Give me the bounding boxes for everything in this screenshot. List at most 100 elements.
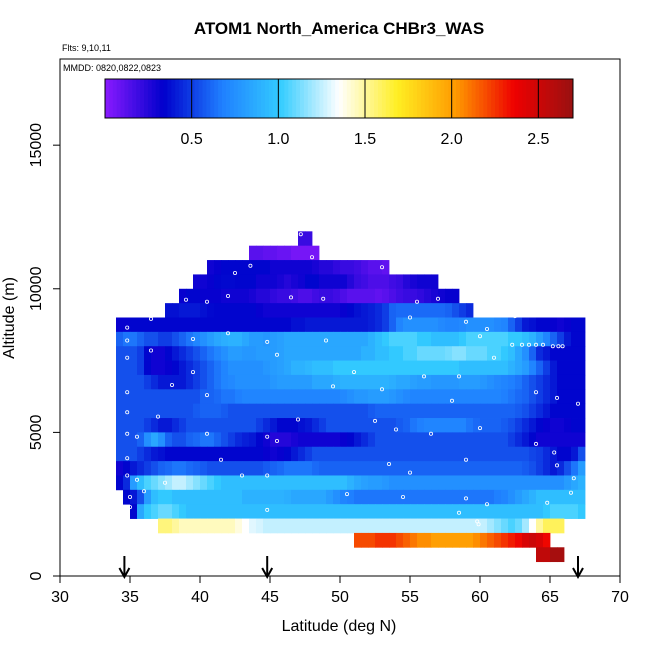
heatmap-cell <box>445 303 453 318</box>
sample-point <box>555 395 560 400</box>
heatmap-cell <box>480 489 488 505</box>
heatmap-cell <box>186 432 194 448</box>
heatmap-cell <box>557 446 565 462</box>
heatmap-cell <box>228 432 236 448</box>
heatmap-cell <box>557 331 565 347</box>
heatmap-cell <box>340 331 348 347</box>
heatmap-cell <box>557 403 565 419</box>
heatmap-cell <box>207 288 215 304</box>
heatmap-cell <box>298 260 306 275</box>
heatmap-cell <box>249 317 257 333</box>
x-tick-label: 55 <box>401 589 419 606</box>
heatmap-cell <box>438 432 446 448</box>
heatmap-cell <box>144 374 152 390</box>
sample-point <box>520 342 525 347</box>
heatmap-cell <box>452 532 460 548</box>
heatmap-cell <box>522 489 530 505</box>
heatmap-cell <box>256 461 264 476</box>
heatmap-cell <box>333 374 341 390</box>
heatmap-cell <box>466 389 474 405</box>
heatmap-cell <box>249 475 257 491</box>
colorbar-segment <box>502 79 508 118</box>
heatmap-cell <box>522 432 530 448</box>
colorbar-segment <box>487 79 492 118</box>
heatmap-cell <box>123 461 131 476</box>
colorbar-segment <box>479 79 484 118</box>
heatmap-cell <box>242 518 250 534</box>
heatmap-cell <box>333 331 341 347</box>
heatmap-cell <box>473 317 481 333</box>
heatmap-cell <box>508 346 516 361</box>
heatmap-cell <box>431 518 439 534</box>
heatmap-cell <box>214 446 222 462</box>
heatmap-cell <box>340 504 348 519</box>
heatmap-cell <box>459 346 467 361</box>
heatmap-cell <box>494 389 502 405</box>
heatmap-cell <box>382 403 390 419</box>
heatmap-cell <box>375 461 383 476</box>
heatmap-cell <box>564 418 572 433</box>
heatmap-cell <box>445 403 453 419</box>
heatmap-cell <box>193 403 201 419</box>
heatmap-cell <box>333 389 341 405</box>
heatmap-cell <box>529 475 537 491</box>
heatmap-cell <box>487 418 495 433</box>
sample-point <box>372 418 377 423</box>
heatmap-cell <box>396 532 404 548</box>
heatmap-cell <box>228 489 236 505</box>
heatmap-cell <box>179 418 187 433</box>
heatmap-cell <box>137 446 145 462</box>
colorbar-segment <box>105 79 110 118</box>
x-axis-title: Latitude (deg N) <box>282 618 397 635</box>
heatmap-cell <box>494 360 502 376</box>
colorbar-segment <box>557 79 562 118</box>
heatmap-cell <box>361 418 369 433</box>
heatmap-cell <box>543 317 551 333</box>
heatmap-cell <box>361 288 369 304</box>
heatmap-cell <box>214 518 222 534</box>
heatmap-cell <box>200 389 208 405</box>
heatmap-cell <box>137 331 145 347</box>
heatmap-cell <box>291 403 299 419</box>
heatmap-cell <box>578 432 586 448</box>
heatmap-cell <box>200 274 208 290</box>
heatmap-cell <box>480 389 488 405</box>
heatmap-cell <box>221 403 229 419</box>
heatmap-cell <box>263 274 271 290</box>
heatmap-cell <box>214 346 222 361</box>
heatmap-cell <box>536 475 544 491</box>
heatmap-cell <box>515 317 523 333</box>
heatmap-cell <box>445 532 453 548</box>
heatmap-cell <box>571 374 579 390</box>
heatmap-cell <box>557 489 565 505</box>
heatmap-cell <box>277 317 285 333</box>
heatmap-cell <box>578 418 586 433</box>
colorbar-segment <box>108 79 114 118</box>
x-tick-label: 35 <box>121 589 139 606</box>
heatmap-cell <box>347 475 355 491</box>
heatmap-cell <box>193 360 201 376</box>
heatmap-cell <box>508 331 516 347</box>
heatmap-cell <box>249 331 257 347</box>
heatmap-cell <box>403 446 411 462</box>
heatmap-cell <box>571 331 579 347</box>
heatmap-cell <box>312 360 320 376</box>
heatmap-cell <box>564 389 572 405</box>
colorbar-segment <box>237 79 242 118</box>
heatmap-cell <box>431 475 439 491</box>
heatmap-cell <box>494 346 502 361</box>
heatmap-cell <box>459 389 467 405</box>
heatmap-cell <box>249 518 257 534</box>
colorbar-segment <box>218 79 223 118</box>
heatmap-cell <box>403 532 411 548</box>
heatmap-cell <box>242 461 250 476</box>
heatmap-cell <box>340 274 348 290</box>
colorbar-segment <box>315 79 320 118</box>
heatmap-cell <box>459 303 467 318</box>
heatmap-cell <box>165 303 173 318</box>
heatmap-cell <box>578 331 586 347</box>
heatmap-cell <box>221 418 229 433</box>
heatmap-cell <box>221 446 229 462</box>
heatmap-cell <box>536 432 544 448</box>
heatmap-cell <box>361 403 369 419</box>
